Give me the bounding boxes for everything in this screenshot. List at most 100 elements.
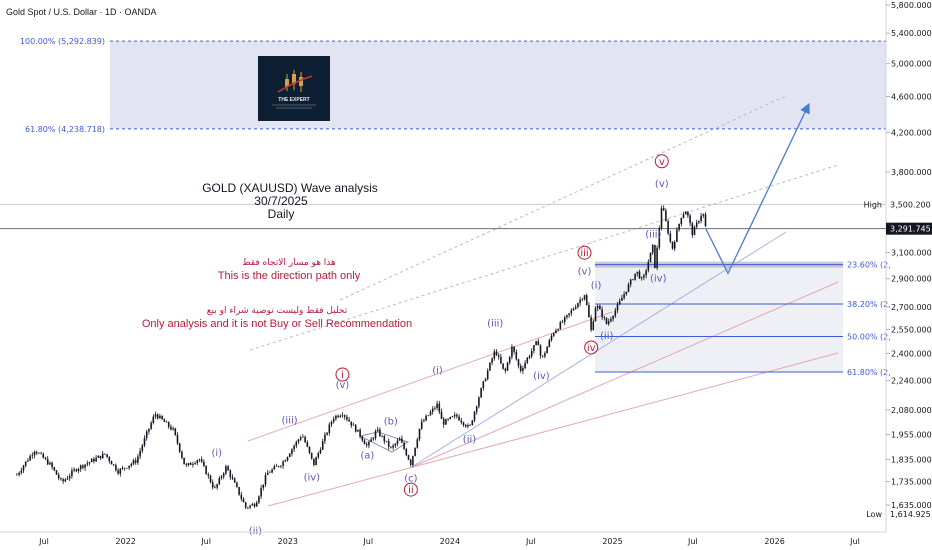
candle-body <box>207 474 210 476</box>
candle-body <box>293 445 295 450</box>
candle-body <box>616 304 619 311</box>
dashed-trend-upper[interactable] <box>339 95 787 301</box>
candle-body <box>350 421 353 426</box>
candle-body <box>680 217 683 224</box>
candle-body <box>427 415 430 416</box>
projected-path-arrow[interactable] <box>705 102 810 275</box>
candle-body <box>143 438 146 446</box>
candle-body <box>220 476 223 478</box>
candle-body <box>559 322 562 330</box>
candle-body <box>563 317 566 323</box>
price-tick-label: 2,080.000 <box>891 406 932 415</box>
candle-body <box>541 355 544 357</box>
channel-upper-line[interactable] <box>247 311 613 442</box>
candle-body <box>148 428 150 432</box>
trend-line-blue[interactable] <box>409 231 787 469</box>
fib-retracement-fill <box>595 264 843 372</box>
candle-body <box>167 421 170 427</box>
candle-body <box>654 244 656 268</box>
candle-body <box>71 470 73 476</box>
candle-body <box>423 420 425 422</box>
candle-body <box>577 303 579 308</box>
candle-series[interactable] <box>16 205 707 510</box>
wave-label-minor: (c) <box>404 474 417 485</box>
trend-lines <box>247 95 839 507</box>
candle-body <box>502 363 504 369</box>
candle-body <box>398 438 401 441</box>
time-tick-label: 2023 <box>278 537 298 546</box>
candle-body <box>625 291 628 295</box>
candle-body <box>128 465 130 469</box>
wave-label-minor: (iii) <box>282 415 298 426</box>
candle-body <box>590 317 592 331</box>
candle-body <box>482 381 485 389</box>
candle-body <box>555 330 557 334</box>
triangle-pattern[interactable] <box>358 431 410 453</box>
candle-body <box>550 335 553 341</box>
candle-body <box>200 459 203 462</box>
candle-body <box>330 421 333 425</box>
channel-mid-line[interactable] <box>409 281 839 469</box>
candle-body <box>596 305 599 309</box>
candle-body <box>651 244 654 253</box>
candle-body <box>264 474 267 485</box>
candle-body <box>163 419 166 423</box>
candle-body <box>238 487 240 495</box>
disclaimer-note: Only analysis and it is not Buy or Sell … <box>142 318 412 330</box>
candle-body <box>678 223 680 230</box>
candle-body <box>530 351 533 357</box>
wave-label-minor: (i) <box>591 280 602 291</box>
fib-retracement-zone[interactable] <box>595 261 843 372</box>
candle-body <box>526 357 529 363</box>
current-price-value: 3,291.745 <box>890 225 931 234</box>
candle-body <box>247 507 249 509</box>
candle-body <box>273 466 276 470</box>
candle-body <box>403 442 405 449</box>
candle-body <box>693 226 696 236</box>
candle-body <box>605 317 608 324</box>
candle-body <box>31 455 34 456</box>
candle-body <box>687 211 689 216</box>
candle-body <box>546 346 548 354</box>
candle-body <box>506 362 509 371</box>
candle-body <box>110 461 113 465</box>
candle-body <box>346 416 348 420</box>
candle-body <box>211 482 214 488</box>
candle-body <box>192 463 194 465</box>
candle-body <box>156 414 159 419</box>
candle-body <box>462 422 465 426</box>
candle-body <box>456 414 458 417</box>
candle-body <box>473 411 476 421</box>
candle-body <box>297 439 300 442</box>
candle-body <box>640 277 643 279</box>
candle-body <box>383 435 386 442</box>
arabic-disclaimer-note: تحليل فقط وليست توصية شراء او بيع <box>207 306 348 316</box>
candle-body <box>159 415 161 419</box>
candle-body <box>557 329 559 331</box>
candle-body <box>249 505 251 508</box>
candle-body <box>46 458 49 465</box>
candle-body <box>79 465 82 470</box>
fib-extension-zone[interactable]: 100.00% (5,292.839) 61.80% (4,238.718) <box>20 37 886 134</box>
candle-body <box>60 478 62 480</box>
wave-label-minor: (ii) <box>600 331 613 342</box>
candle-body <box>601 309 603 318</box>
channel-lower-line[interactable] <box>267 352 839 507</box>
candle-body <box>244 502 247 508</box>
dashed-trend-lower[interactable] <box>249 164 839 351</box>
candle-body <box>436 403 438 409</box>
candle-body <box>240 494 243 499</box>
price-tick-label: 1,835.000 <box>891 455 932 464</box>
candle-body <box>141 445 144 451</box>
candle-body <box>493 351 496 359</box>
candle-body <box>614 310 617 317</box>
candle-body <box>458 416 460 421</box>
candle-body <box>647 262 650 271</box>
candle-body <box>82 465 84 468</box>
symbol-header[interactable]: Gold Spot / U.S. Dollar · 1D · OANDA <box>6 7 157 17</box>
candle-body <box>618 300 621 305</box>
candle-body <box>38 453 40 454</box>
time-axis[interactable]: Jul 2022 Jul 2023 Jul 2024 Jul 2025 Jul 2026 Jul <box>0 531 886 546</box>
price-axis[interactable]: 5,800.000 5,400.000 5,000.000 4,600.000 4,20… <box>864 0 932 532</box>
